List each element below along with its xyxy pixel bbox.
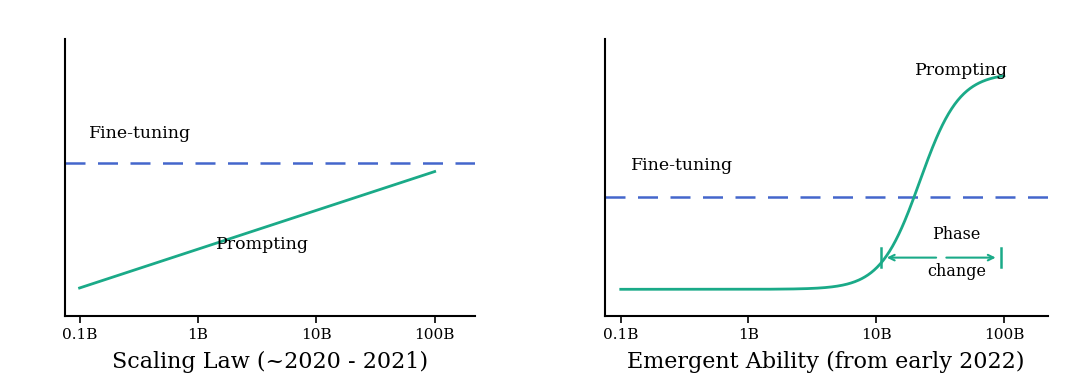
Text: Emergent Ability (from early 2022): Emergent Ability (from early 2022) [627, 352, 1025, 373]
Text: Fine-tuning: Fine-tuning [89, 125, 191, 142]
Text: Prompting: Prompting [216, 236, 309, 253]
Text: Prompting: Prompting [915, 62, 1008, 79]
Text: Scaling Law (~2020 - 2021): Scaling Law (~2020 - 2021) [112, 352, 428, 373]
Text: Phase: Phase [932, 226, 981, 243]
Text: Fine-tuning: Fine-tuning [631, 157, 733, 174]
Text: change: change [927, 263, 986, 280]
